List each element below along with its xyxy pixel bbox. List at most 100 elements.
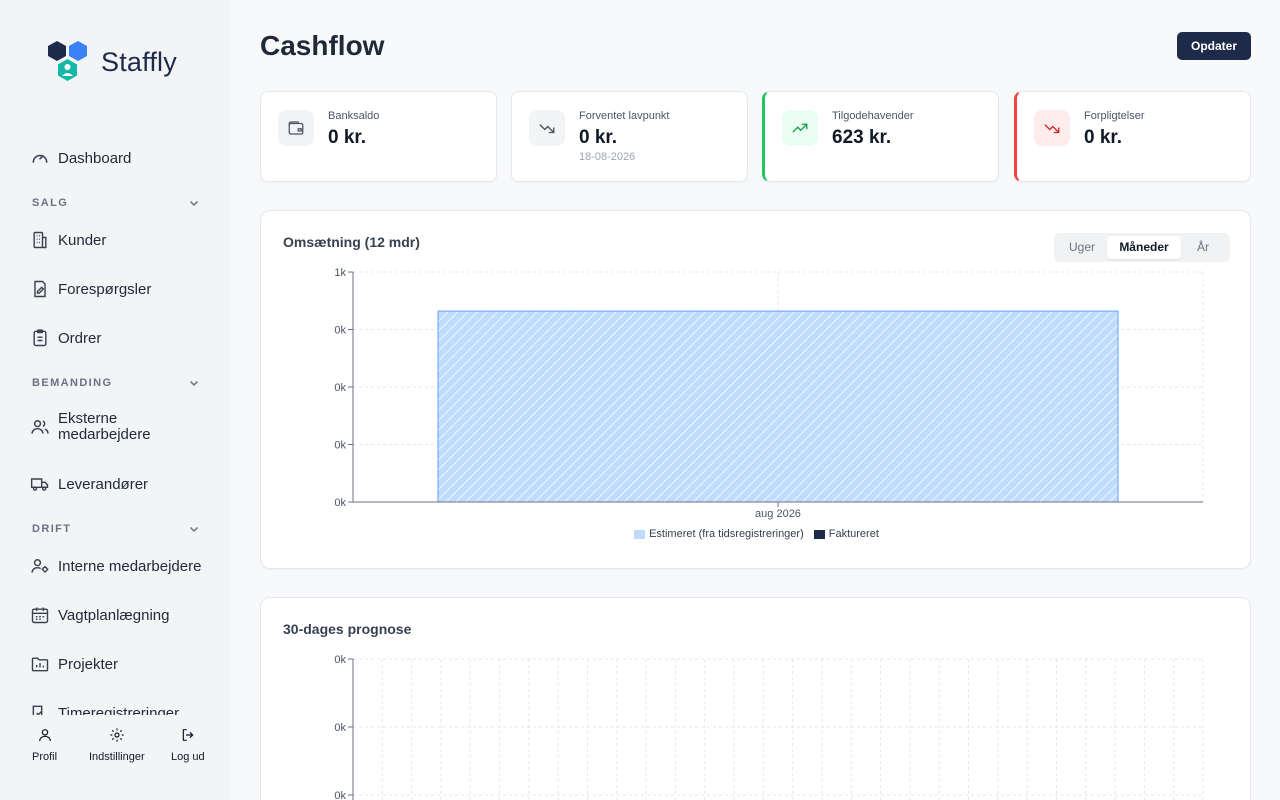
section-title: BEMANDING [32,377,113,389]
logout-label: Log ud [171,751,205,763]
sidebar-item-interne-medarbejdere[interactable]: Interne medarbejdere [30,556,210,576]
users-icon [30,417,50,437]
profile-button[interactable]: Profil [32,727,57,763]
sidebar-nav: Dashboard SALG Kunder Forespørgsler Ordr… [0,140,231,715]
section-title: DRIFT [32,523,72,535]
trending-up-icon [782,110,818,146]
period-toggle: Uger Måneder År [1054,233,1230,262]
revenue-chart: 1k 0k 0k 0k 0k aug 2026 [334,267,1204,520]
chart-legend: Estimeret (fra tidsregistreringer) Faktu… [261,528,1252,540]
forecast-title: 30-dages prognose [283,621,412,637]
legend-label: Estimeret (fra tidsregistreringer) [649,528,804,540]
sidebar-item-foresporgsler[interactable]: Forespørgsler [30,279,210,299]
kpi-label: Tilgodehavender [832,110,914,122]
y-tick-label: 0k [334,382,346,394]
sidebar-item-eksterne-medarbejdere[interactable]: Eksterne medarbejdere [30,411,210,443]
y-tick-label: 0k [334,440,346,452]
sidebar-item-label: Forespørgsler [58,280,152,298]
revenue-panel: Omsætning (12 mdr) Uger Måneder År 1k 0k 0… [260,210,1251,569]
kpi-card-tilgodehavender: Tilgodehavender 623 kr. [762,91,999,182]
sidebar-item-label: Vagtplanlægning [58,606,170,624]
calendar-icon [30,605,50,625]
legend-swatch [634,529,646,539]
profile-label: Profil [32,751,58,763]
kpi-card-forventet-lavpunkt: Forventet lavpunkt 0 kr. 18-08-2026 [511,91,748,182]
tab-maaneder[interactable]: Måneder [1107,236,1181,259]
user-icon [38,729,51,742]
wallet-icon [278,110,314,146]
section-header-salg[interactable]: SALG [32,197,200,209]
section-header-drift[interactable]: DRIFT [32,523,200,535]
brand-name: Staffly [101,46,177,77]
staffly-logo-icon [48,41,87,81]
legend-swatch [813,529,825,539]
sidebar: Staffly Dashboard SALG Kunder Forespørgs… [0,0,231,800]
page-title: Cashflow [260,30,385,61]
checklist-icon [30,703,50,715]
legend-item-faktureret[interactable]: Faktureret [813,528,879,540]
chevron-down-icon [189,200,199,207]
chevron-down-icon [189,380,199,387]
chevron-down-icon [189,526,199,533]
sidebar-item-label: Kunder [58,231,107,249]
revenue-title: Omsætning (12 mdr) [283,234,420,250]
y-tick-label: 1k [334,267,346,279]
sidebar-item-vagtplanlaegning[interactable]: Vagtplanlægning [30,605,210,625]
kpi-label: Forventet lavpunkt [579,110,670,122]
document-edit-icon [30,279,50,299]
sidebar-item-dashboard[interactable]: Dashboard [30,148,210,168]
tab-aar[interactable]: År [1197,240,1209,254]
user-cog-icon [30,556,50,576]
logout-icon [182,729,194,741]
update-button[interactable]: Opdater [1177,32,1251,60]
kpi-card-forpligtelser: Forpligtelser 0 kr. [1014,91,1251,182]
bar-estimeret [437,310,1119,503]
folder-chart-icon [30,654,50,674]
sidebar-item-label: Interne medarbejdere [58,557,202,575]
kpi-card-banksaldo: Banksaldo 0 kr. [260,91,497,182]
kpi-value: 0 kr. [328,127,367,148]
section-header-bemanding[interactable]: BEMANDING [32,377,200,389]
y-tick-label: 0k [334,790,346,800]
gear-icon [110,728,124,742]
gauge-icon [30,148,50,168]
kpi-label: Forpligtelser [1084,110,1145,122]
legend-label: Faktureret [828,528,879,540]
forecast-panel: 30-dages prognose 0k 0k 0k [260,597,1251,800]
sidebar-item-timeregistreringer[interactable]: Timeregistreringer [30,703,210,715]
x-tick-label: aug 2026 [755,508,801,520]
sidebar-item-label: Ordrer [58,329,102,347]
sidebar-bottom-bar: Profil Indstillinger Log ud [0,715,231,800]
sidebar-item-label: Leverandører [58,475,149,493]
y-tick-label: 0k [334,654,346,666]
y-tick-label: 0k [334,722,346,734]
settings-button[interactable]: Indstillinger [89,727,145,763]
y-tick-label: 0k [334,497,346,509]
kpi-value: 623 kr. [832,127,892,148]
sidebar-item-projekter[interactable]: Projekter [30,654,210,674]
sidebar-item-label: Eksterne medarbejdere [58,410,151,443]
sidebar-item-ordrer[interactable]: Ordrer [30,328,210,348]
settings-label: Indstillinger [89,751,145,763]
y-tick-label: 0k [334,325,346,337]
forecast-chart: 0k 0k 0k [334,654,1204,800]
sidebar-item-kunder[interactable]: Kunder [30,230,210,250]
legend-item-estimeret[interactable]: Estimeret (fra tidsregistreringer) [634,528,804,540]
sidebar-item-label: Dashboard [58,149,132,167]
trending-down-icon [1034,110,1070,146]
logo[interactable]: Staffly [45,40,177,84]
kpi-date: 18-08-2026 [579,151,636,163]
trending-down-icon [529,110,565,146]
truck-icon [30,474,50,494]
section-title: SALG [32,197,69,209]
clipboard-icon [30,328,50,348]
sidebar-item-label: Projekter [58,655,119,673]
building-icon [30,230,50,250]
sidebar-item-label: Timeregistreringer [58,704,180,716]
kpi-value: 0 kr. [1084,127,1123,148]
logout-button[interactable]: Log ud [171,727,205,763]
sidebar-item-leverandorer[interactable]: Leverandører [30,474,210,494]
kpi-value: 0 kr. [579,127,618,148]
tab-uger[interactable]: Uger [1068,240,1095,254]
kpi-label: Banksaldo [328,110,380,122]
